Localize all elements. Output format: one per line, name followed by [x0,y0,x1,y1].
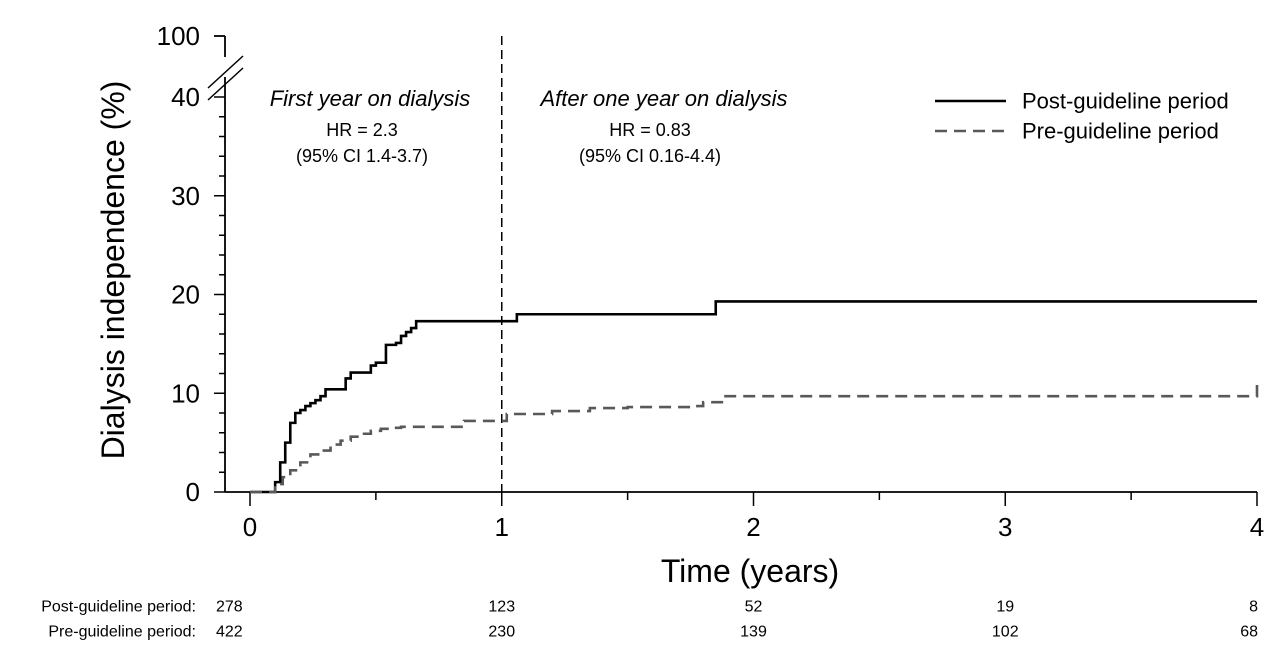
y-ticks: 0 10 20 30 40 [171,82,225,507]
x-tick-label-1: 1 [495,512,509,542]
x-tick-label-0: 0 [243,512,257,542]
series-line-post-guideline [250,300,1257,494]
annotation-first-year: First year on dialysis [270,86,471,111]
annotation-after-one-year: After one year on dialysis [538,86,787,111]
y-tick-label-break-top: 100 [157,21,200,51]
risk-value-post-t3: 19 [996,599,1014,616]
y-tick-label-30: 30 [171,181,200,211]
risk-value-pre-t2: 139 [740,624,767,641]
risk-value-post-t4: 8 [1249,599,1258,616]
x-tick-label-4: 4 [1250,512,1264,542]
risk-table: Post-guideline period: Pre-guideline per… [41,599,1258,641]
risk-table-label-pre-guideline: Pre-guideline period: [48,624,196,641]
y-tick-label-10: 10 [171,378,200,408]
risk-value-post-t1: 123 [488,599,515,616]
risk-value-pre-t4: 68 [1240,624,1258,641]
annotation-ci-after-one-year: (95% CI 0.16-4.4) [579,146,721,166]
y-tick-label-40: 40 [171,82,200,112]
legend-label-post-guideline: Post-guideline period [1022,89,1229,114]
risk-value-pre-t3: 102 [992,624,1019,641]
annotation-hr-first-year: HR = 2.3 [326,120,398,140]
series-line-pre-guideline [250,383,1259,494]
annotation-ci-first-year: (95% CI 1.4-3.7) [296,146,428,166]
y-tick-label-20: 20 [171,280,200,310]
y-axis-title: Dialysis independence (%) [95,81,131,460]
plot-area: 100 0 10 20 30 40 0 1 2 3 4 [157,21,1265,542]
axis-break-mark-upper [207,55,244,89]
risk-value-post-t2: 52 [745,599,763,616]
risk-value-pre-t0: 422 [216,624,243,641]
risk-table-values: 278 123 52 19 8 422 230 139 102 68 [216,599,1258,641]
risk-value-pre-t1: 230 [488,624,515,641]
x-tick-label-2: 2 [746,512,760,542]
x-tick-label-3: 3 [998,512,1012,542]
risk-value-post-t0: 278 [216,599,243,616]
risk-table-label-post-guideline: Post-guideline period: [41,599,196,616]
axis-break-mark-lower [207,67,244,101]
legend: Post-guideline period Pre-guideline peri… [935,89,1229,144]
annotation-hr-after-one-year: HR = 0.83 [609,120,691,140]
legend-label-pre-guideline: Pre-guideline period [1022,119,1219,144]
x-ticks: 0 1 2 3 4 [243,492,1264,542]
x-axis-title: Time (years) [661,553,839,589]
y-tick-label-0: 0 [186,477,200,507]
